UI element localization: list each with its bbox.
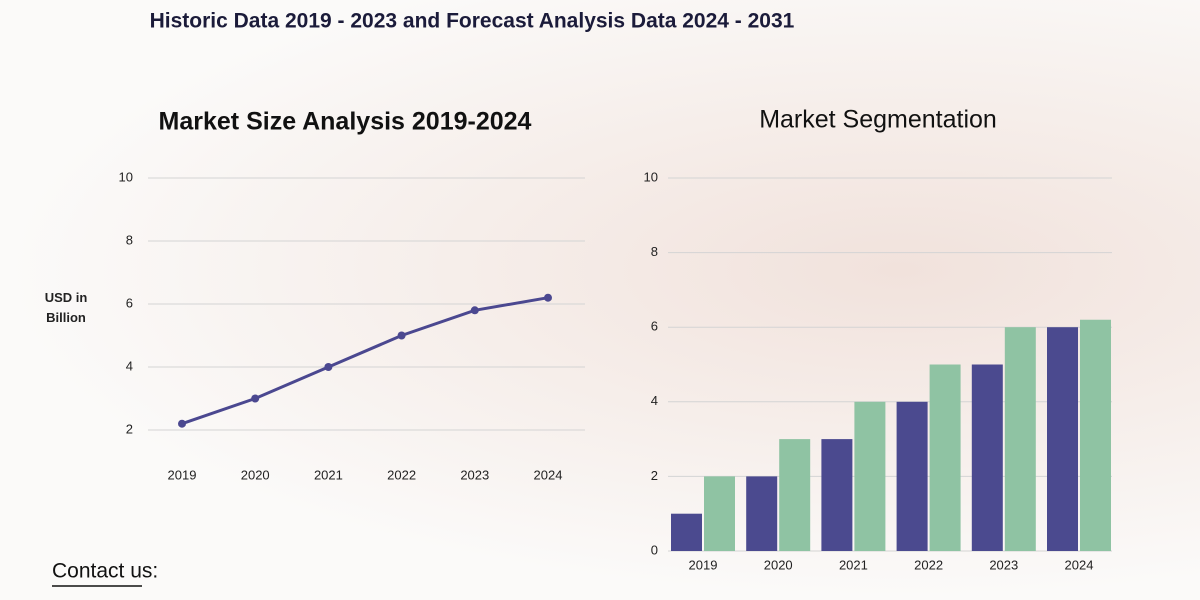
- y-tick-label: 8: [651, 244, 658, 259]
- data-point: [251, 394, 260, 403]
- bar: [1004, 327, 1036, 551]
- bar: [746, 476, 778, 551]
- bar: [971, 364, 1003, 551]
- y-axis-label: USD in Billion: [44, 290, 88, 325]
- x-tick-label: 2022: [914, 557, 943, 572]
- bar: [1047, 327, 1078, 551]
- bar: [854, 401, 886, 551]
- y-tick-label: 10: [644, 169, 658, 184]
- header-title: Historic Data 2019 - 2023 and Forecast A…: [150, 10, 795, 33]
- x-tick-label: 2023: [989, 557, 1018, 572]
- x-tick-label: 2023: [460, 467, 489, 482]
- data-point: [324, 363, 333, 371]
- y-tick-label: 6: [651, 319, 658, 334]
- data-point: [178, 419, 186, 428]
- data-point: [470, 306, 479, 315]
- y-tick-label: 2: [651, 468, 658, 483]
- bar: [1080, 319, 1111, 551]
- data-point: [397, 331, 406, 340]
- y-tick-label: 10: [119, 169, 133, 184]
- x-tick-label: 2024: [1065, 557, 1094, 572]
- x-tick-label: 2019: [689, 557, 718, 572]
- bar: [779, 439, 811, 551]
- x-tick-label: 2021: [314, 467, 343, 482]
- bar: [821, 439, 853, 551]
- y-tick-label: 0: [651, 542, 658, 557]
- x-tick-label: 2021: [839, 557, 868, 572]
- bar: [896, 401, 928, 551]
- bar: [929, 364, 961, 551]
- y-tick-label: 2: [126, 421, 133, 436]
- data-point: [544, 293, 552, 302]
- x-tick-label: 2019: [168, 467, 197, 482]
- contact-label: Contact us:: [52, 560, 158, 583]
- y-tick-label: 4: [126, 358, 133, 373]
- x-tick-label: 2020: [241, 467, 270, 482]
- chart-title: Market Segmentation: [759, 106, 997, 134]
- x-tick-label: 2024: [534, 467, 563, 482]
- x-tick-label: 2020: [764, 557, 793, 572]
- bar: [671, 513, 702, 551]
- x-tick-label: 2022: [387, 467, 416, 482]
- y-tick-label: 4: [651, 393, 658, 408]
- data-line: [181, 296, 549, 426]
- bar: [704, 476, 735, 551]
- chart-title: Market Size Analysis 2019-2024: [159, 108, 532, 136]
- y-tick-label: 8: [126, 232, 133, 247]
- y-tick-label: 6: [126, 295, 133, 310]
